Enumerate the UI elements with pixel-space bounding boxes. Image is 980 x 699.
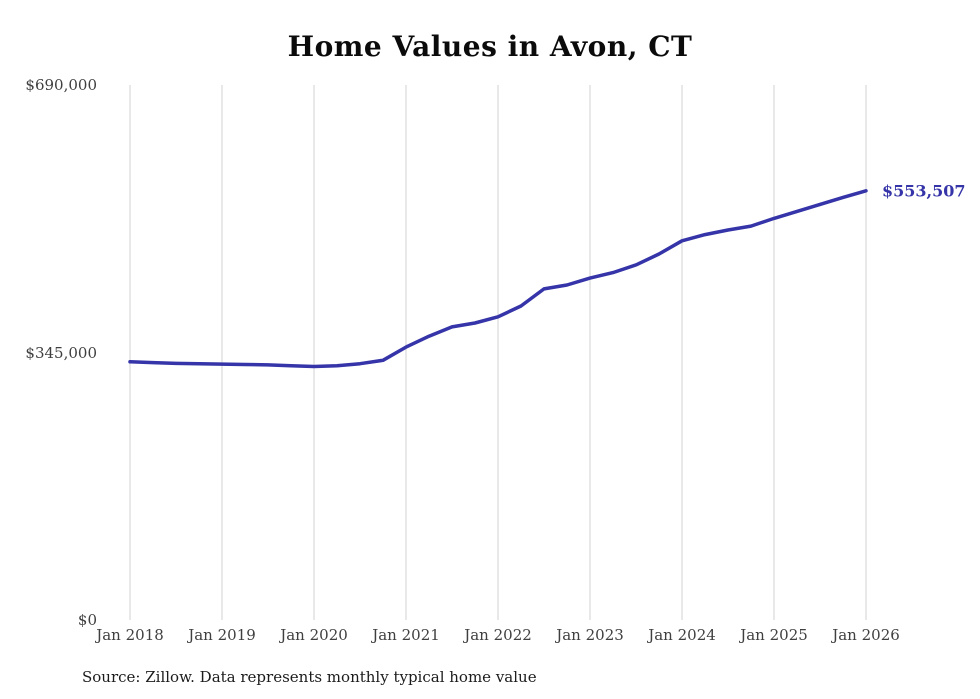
y-tick-label: $345,000 [25,343,97,362]
x-tick-label: Jan 2019 [188,626,256,644]
x-tick-label: Jan 2023 [556,626,624,644]
x-tick-label: Jan 2026 [832,626,900,644]
end-value-label: $553,507 [882,181,966,201]
x-tick-label: Jan 2022 [464,626,532,644]
home-value-line [128,189,868,369]
y-tick-label: $0 [77,611,97,629]
source-note: Source: Zillow. Data represents monthly … [82,668,537,686]
x-tick-label: Jan 2018 [96,626,164,644]
x-tick-label: Jan 2025 [740,626,808,644]
x-tick-label: Jan 2024 [648,626,716,644]
x-tick-label: Jan 2021 [372,626,440,644]
chart-title: Home Values in Avon, CT [287,30,693,63]
x-tick-label: Jan 2020 [280,626,348,644]
y-tick-label: $690,000 [25,76,97,94]
